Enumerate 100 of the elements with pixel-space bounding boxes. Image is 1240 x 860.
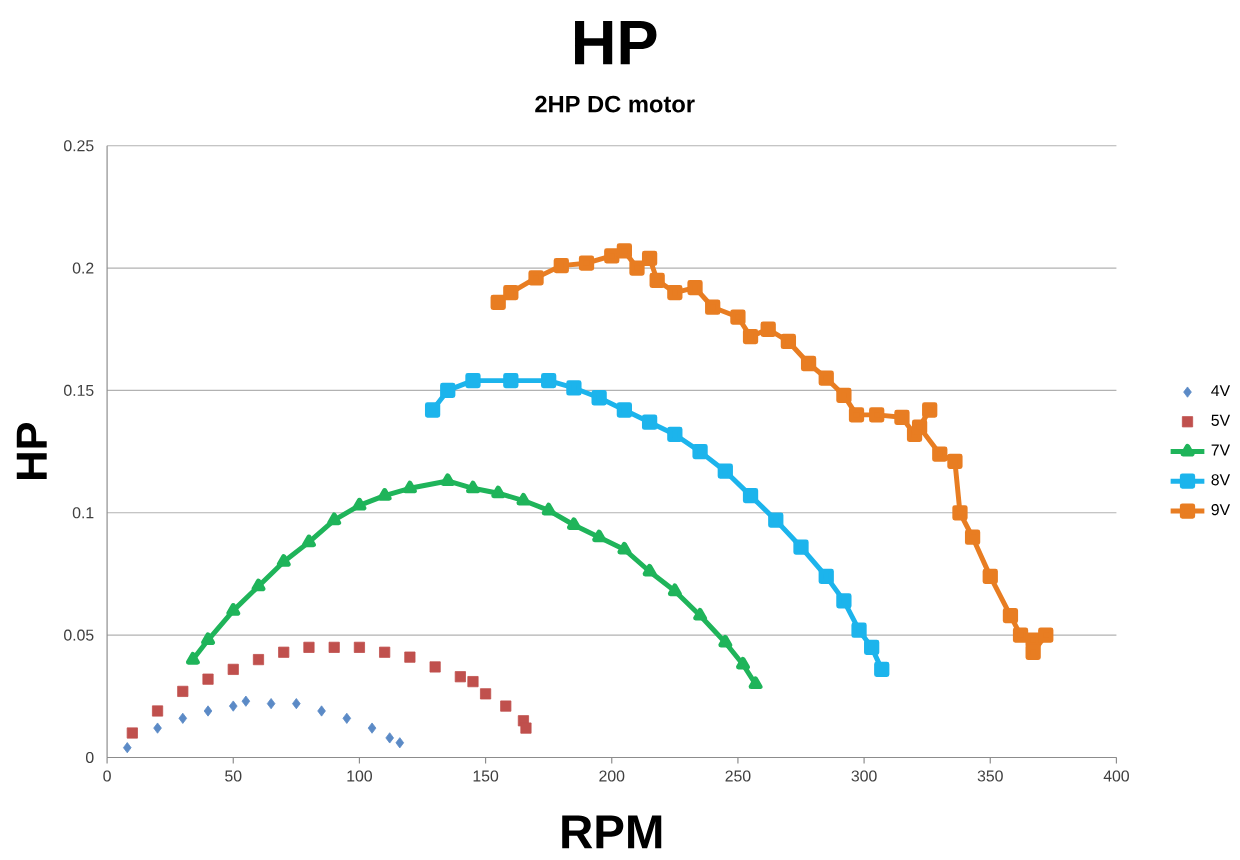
point — [500, 700, 512, 712]
point — [201, 632, 215, 646]
point — [266, 698, 276, 710]
point — [466, 480, 480, 494]
point — [528, 270, 544, 286]
point — [520, 722, 532, 734]
point — [641, 250, 658, 267]
point — [932, 446, 948, 462]
x-axis-title: RPM — [562, 815, 662, 849]
point — [667, 285, 683, 301]
point — [793, 539, 809, 555]
point — [302, 534, 316, 548]
point — [424, 402, 441, 418]
chart-title: HP — [575, 21, 657, 65]
x-tick-label: 100 — [347, 770, 372, 782]
x-tick-label: 200 — [599, 770, 625, 782]
point — [760, 321, 776, 338]
point — [748, 676, 763, 690]
point — [516, 493, 531, 506]
point — [491, 485, 506, 499]
x-tick-label: 250 — [725, 770, 751, 782]
point — [616, 402, 633, 418]
point — [718, 635, 733, 648]
point — [367, 722, 377, 734]
point — [342, 712, 352, 725]
point — [467, 676, 479, 688]
y-tick-label: 0.1 — [72, 507, 94, 519]
point — [642, 564, 657, 577]
y-tick-label: 0.15 — [64, 385, 94, 397]
point — [327, 512, 342, 526]
point — [851, 622, 867, 639]
point — [317, 705, 326, 717]
point — [705, 299, 721, 316]
point — [203, 705, 213, 717]
point — [353, 642, 365, 654]
point — [742, 329, 759, 345]
point — [617, 542, 632, 555]
point — [379, 646, 391, 659]
point — [278, 646, 290, 659]
point — [629, 260, 645, 276]
y-tick-label: 0.05 — [64, 629, 94, 641]
point — [693, 608, 708, 621]
point — [541, 502, 556, 516]
x-tick-label: 400 — [1103, 770, 1129, 782]
point — [490, 294, 506, 311]
point — [836, 387, 852, 404]
point — [836, 593, 852, 609]
point — [404, 651, 416, 663]
point — [227, 664, 239, 676]
point — [592, 529, 607, 543]
point — [126, 727, 138, 739]
point — [818, 568, 834, 585]
point — [864, 639, 880, 656]
point — [292, 698, 301, 710]
point — [947, 453, 963, 470]
x-tick-label: 50 — [225, 770, 242, 782]
point — [480, 688, 492, 700]
point — [952, 505, 968, 521]
point — [123, 742, 132, 754]
point — [692, 444, 708, 460]
point — [185, 652, 200, 665]
point — [153, 722, 162, 734]
point — [395, 737, 405, 749]
point — [541, 373, 557, 389]
point — [578, 255, 595, 272]
point — [894, 409, 910, 426]
point — [454, 671, 466, 683]
x-tick-label: 150 — [473, 770, 499, 782]
point — [241, 695, 251, 707]
point — [152, 705, 164, 717]
y-tick-label: 0 — [85, 752, 94, 764]
point — [911, 419, 928, 435]
point — [667, 583, 682, 597]
point — [465, 373, 481, 389]
point — [717, 463, 733, 480]
point — [226, 603, 241, 616]
point — [922, 402, 938, 418]
point — [553, 258, 569, 274]
y-axis-title: HP — [16, 423, 47, 480]
point — [566, 517, 581, 531]
point — [730, 309, 746, 325]
point — [276, 554, 291, 567]
point — [566, 380, 582, 396]
point — [202, 673, 214, 685]
point — [736, 657, 750, 670]
point — [228, 700, 238, 712]
point — [429, 661, 441, 673]
point — [780, 334, 797, 350]
point — [503, 373, 519, 389]
point — [252, 654, 265, 666]
point — [328, 642, 340, 654]
point — [667, 427, 683, 443]
point — [1012, 627, 1029, 643]
point — [385, 732, 394, 744]
legend-label: 5V — [1211, 415, 1231, 427]
point — [687, 280, 703, 296]
point — [649, 272, 665, 289]
legend-label: 7V — [1211, 444, 1231, 456]
point — [616, 243, 633, 259]
point — [178, 712, 188, 725]
